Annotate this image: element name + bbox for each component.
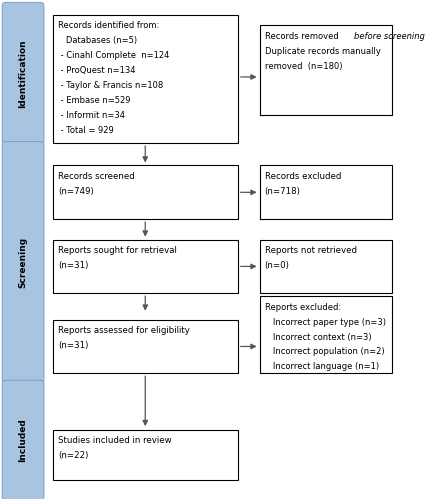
FancyBboxPatch shape: [259, 296, 391, 374]
FancyBboxPatch shape: [53, 166, 237, 219]
Text: Reports assessed for eligibility: Reports assessed for eligibility: [58, 326, 189, 335]
FancyBboxPatch shape: [53, 15, 237, 143]
FancyBboxPatch shape: [259, 240, 391, 294]
Text: Reports not retrieved: Reports not retrieved: [264, 246, 356, 255]
Text: - ProQuest n=134: - ProQuest n=134: [58, 66, 135, 75]
Text: - Cinahl Complete  n=124: - Cinahl Complete n=124: [58, 51, 169, 60]
Text: Reports sought for retrieval: Reports sought for retrieval: [58, 246, 176, 255]
Text: Screening: Screening: [19, 237, 27, 288]
Text: (n=0): (n=0): [264, 261, 289, 270]
Text: (n=31): (n=31): [58, 341, 88, 350]
Text: Records screened: Records screened: [58, 172, 134, 181]
Text: Incorrect language (n=1): Incorrect language (n=1): [264, 362, 378, 372]
Text: (n=749): (n=749): [58, 187, 93, 196]
Text: Studies included in review: Studies included in review: [58, 436, 171, 446]
FancyBboxPatch shape: [259, 166, 391, 219]
Text: removed  (n=180): removed (n=180): [264, 62, 342, 70]
FancyBboxPatch shape: [53, 240, 237, 294]
Text: (n=22): (n=22): [58, 452, 88, 460]
Text: (n=31): (n=31): [58, 261, 88, 270]
Text: Databases (n=5): Databases (n=5): [58, 36, 137, 45]
FancyBboxPatch shape: [2, 2, 44, 144]
Text: - Embase n=529: - Embase n=529: [58, 96, 130, 105]
FancyBboxPatch shape: [53, 430, 237, 480]
FancyBboxPatch shape: [53, 320, 237, 374]
FancyBboxPatch shape: [2, 380, 44, 500]
FancyBboxPatch shape: [259, 26, 391, 115]
Text: Incorrect paper type (n=3): Incorrect paper type (n=3): [264, 318, 385, 326]
FancyBboxPatch shape: [2, 142, 44, 384]
Text: Incorrect population (n=2): Incorrect population (n=2): [264, 348, 383, 356]
Text: Reports excluded:: Reports excluded:: [264, 302, 340, 312]
Text: - Informit n=34: - Informit n=34: [58, 111, 125, 120]
Text: Incorrect context (n=3): Incorrect context (n=3): [264, 332, 371, 342]
Text: Identification: Identification: [19, 39, 27, 108]
Text: before screening: before screening: [353, 32, 424, 40]
Text: Records excluded: Records excluded: [264, 172, 340, 181]
Text: Records identified from:: Records identified from:: [58, 22, 159, 30]
Text: Included: Included: [19, 418, 27, 462]
Text: - Total = 929: - Total = 929: [58, 126, 113, 134]
Text: (n=718): (n=718): [264, 187, 300, 196]
Text: Records removed: Records removed: [264, 32, 340, 40]
Text: - Taylor & Francis n=108: - Taylor & Francis n=108: [58, 81, 163, 90]
Text: Duplicate records manually: Duplicate records manually: [264, 46, 380, 56]
